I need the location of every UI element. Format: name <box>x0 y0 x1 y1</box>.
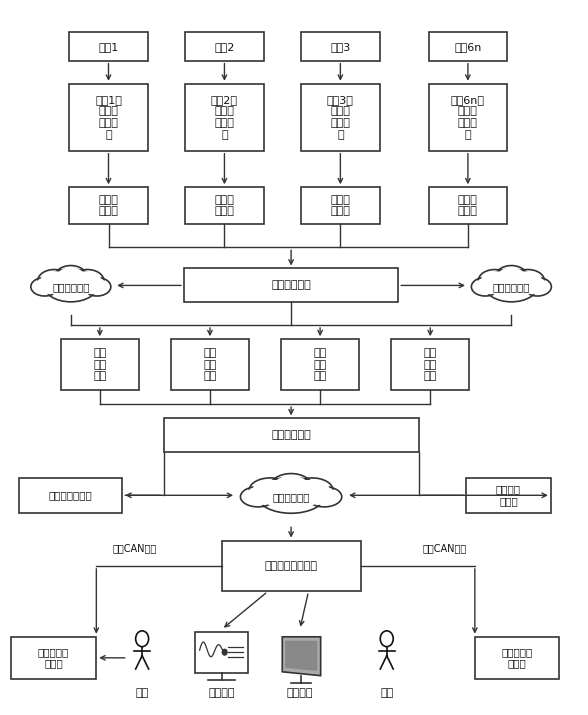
Ellipse shape <box>489 272 534 300</box>
FancyBboxPatch shape <box>69 187 148 224</box>
Text: 数据显示: 数据显示 <box>286 688 313 698</box>
Ellipse shape <box>44 269 98 302</box>
FancyBboxPatch shape <box>391 339 469 390</box>
FancyBboxPatch shape <box>69 84 148 151</box>
FancyBboxPatch shape <box>184 268 398 302</box>
FancyBboxPatch shape <box>429 187 507 224</box>
Ellipse shape <box>472 277 499 296</box>
Text: 植被分
类模型: 植被分 类模型 <box>99 194 118 217</box>
Ellipse shape <box>257 478 325 513</box>
Ellipse shape <box>71 270 104 292</box>
Text: 远程数据监
控中心: 远程数据监 控中心 <box>502 647 533 669</box>
FancyBboxPatch shape <box>429 84 507 151</box>
FancyBboxPatch shape <box>185 32 263 61</box>
FancyBboxPatch shape <box>19 478 122 513</box>
FancyBboxPatch shape <box>301 187 379 224</box>
Text: 工业CAN总线: 工业CAN总线 <box>423 543 467 553</box>
Ellipse shape <box>478 270 512 292</box>
Ellipse shape <box>38 270 71 292</box>
FancyBboxPatch shape <box>475 636 559 679</box>
Ellipse shape <box>291 478 333 502</box>
FancyBboxPatch shape <box>301 84 379 151</box>
Text: 工业CAN总线: 工业CAN总线 <box>112 543 157 553</box>
Text: 区块3: 区块3 <box>330 41 350 51</box>
Text: 植被分
类模型: 植被分 类模型 <box>215 194 235 217</box>
Circle shape <box>222 649 227 655</box>
Text: 区块1: 区块1 <box>98 41 119 51</box>
Text: 固碳增汇监
控模块: 固碳增汇监 控模块 <box>38 647 69 669</box>
Text: 植被分类模型: 植被分类模型 <box>493 282 530 292</box>
Text: 大数据算法模型: 大数据算法模型 <box>49 490 93 500</box>
FancyBboxPatch shape <box>301 32 379 61</box>
FancyBboxPatch shape <box>466 478 550 513</box>
Text: 区块3植
被数据
信息模
块: 区块3植 被数据 信息模 块 <box>327 95 354 139</box>
Ellipse shape <box>249 478 291 502</box>
Ellipse shape <box>273 475 309 498</box>
Ellipse shape <box>57 267 85 287</box>
Ellipse shape <box>252 480 288 500</box>
Ellipse shape <box>31 277 59 296</box>
Text: 融合
输出
模块: 融合 输出 模块 <box>93 348 106 381</box>
FancyBboxPatch shape <box>61 339 139 390</box>
Ellipse shape <box>74 271 101 290</box>
Ellipse shape <box>523 277 552 296</box>
Text: 数据诊断: 数据诊断 <box>208 688 235 698</box>
FancyBboxPatch shape <box>281 339 359 390</box>
Text: 区块6n: 区块6n <box>454 41 482 51</box>
Ellipse shape <box>54 265 88 290</box>
FancyBboxPatch shape <box>11 636 96 679</box>
Polygon shape <box>285 641 318 671</box>
Ellipse shape <box>514 271 542 290</box>
FancyBboxPatch shape <box>163 418 419 452</box>
Ellipse shape <box>495 265 528 290</box>
Text: 植被分
类模型: 植被分 类模型 <box>330 194 350 217</box>
Text: 植被分类模型: 植被分类模型 <box>52 282 89 292</box>
Text: 融合
输出
模块: 融合 输出 模块 <box>423 348 437 381</box>
Text: 用户: 用户 <box>135 688 149 698</box>
Ellipse shape <box>48 272 93 300</box>
Text: 区块2植
被数据
信息模
块: 区块2植 被数据 信息模 块 <box>211 95 238 139</box>
Text: 融合
输出
模块: 融合 输出 模块 <box>313 348 327 381</box>
Text: 测量分析模块: 测量分析模块 <box>271 430 311 440</box>
FancyBboxPatch shape <box>185 84 263 151</box>
Text: 大数据算
法模型: 大数据算 法模型 <box>496 485 521 506</box>
Ellipse shape <box>473 279 497 295</box>
Text: 数据融合模块: 数据融合模块 <box>271 280 311 290</box>
Ellipse shape <box>309 488 339 506</box>
Ellipse shape <box>33 279 56 295</box>
Ellipse shape <box>240 487 276 507</box>
Ellipse shape <box>83 277 111 296</box>
Text: 区块6n植
被数据
信息模
块: 区块6n植 被数据 信息模 块 <box>451 95 485 139</box>
FancyBboxPatch shape <box>185 187 263 224</box>
Text: 用户: 用户 <box>380 688 393 698</box>
Ellipse shape <box>294 480 330 500</box>
Ellipse shape <box>481 271 509 290</box>
Ellipse shape <box>485 269 539 302</box>
Ellipse shape <box>497 267 526 287</box>
Text: 无线通信模块: 无线通信模块 <box>272 492 310 502</box>
FancyBboxPatch shape <box>429 32 507 61</box>
Ellipse shape <box>306 487 342 507</box>
Ellipse shape <box>512 270 544 292</box>
FancyBboxPatch shape <box>195 631 248 673</box>
FancyBboxPatch shape <box>69 32 148 61</box>
Text: 融合
输出
模块: 融合 输出 模块 <box>203 348 216 381</box>
FancyBboxPatch shape <box>222 541 360 591</box>
Ellipse shape <box>85 279 109 295</box>
Text: 区块2: 区块2 <box>214 41 235 51</box>
Ellipse shape <box>526 279 549 295</box>
Text: 植被分
类模型: 植被分 类模型 <box>458 194 478 217</box>
Text: 区块1植
被数据
信息模
块: 区块1植 被数据 信息模 块 <box>95 95 122 139</box>
Ellipse shape <box>262 480 320 511</box>
Ellipse shape <box>40 271 68 290</box>
Polygon shape <box>282 637 320 676</box>
FancyBboxPatch shape <box>171 339 249 390</box>
Ellipse shape <box>243 488 273 506</box>
Ellipse shape <box>270 473 312 500</box>
Text: 固碳增汇监控模块: 固碳增汇监控模块 <box>265 561 318 571</box>
